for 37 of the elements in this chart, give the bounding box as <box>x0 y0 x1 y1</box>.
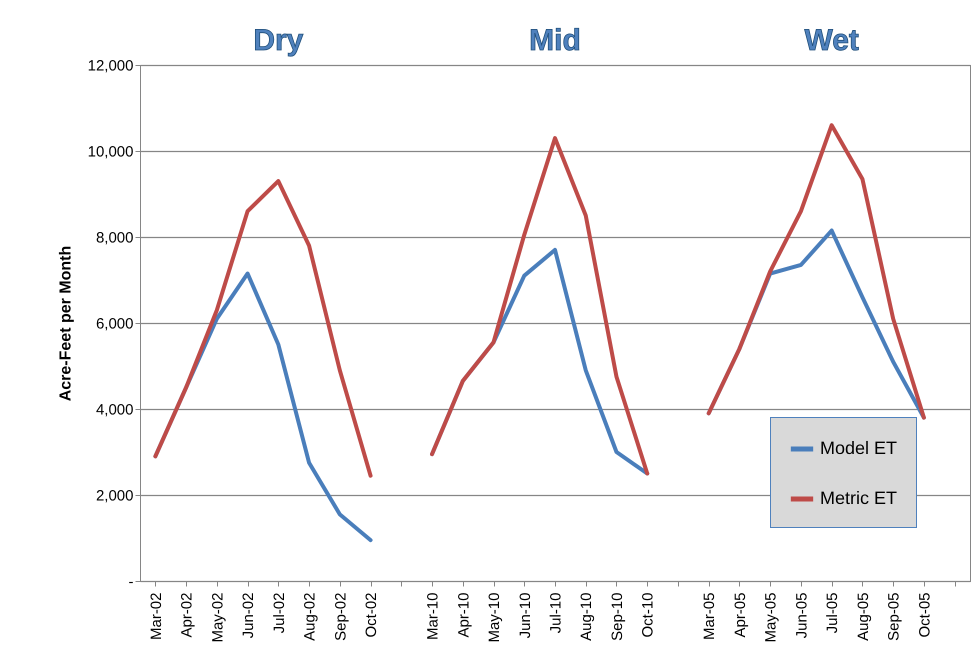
text: Wet <box>804 24 859 57</box>
x-tick-label: Jun-02 <box>240 592 258 638</box>
y-tick-label: 6,000 <box>96 316 134 332</box>
legend-label: Model ET <box>820 438 898 458</box>
y-tick-label: 8,000 <box>96 230 134 246</box>
text: Mid <box>529 24 581 57</box>
y-tick-label: 4,000 <box>96 402 134 418</box>
x-tick-label: Jul-05 <box>824 592 842 634</box>
x-tick-label: Sep-05 <box>886 592 903 641</box>
x-tick-label: Oct-05 <box>916 592 934 638</box>
x-tick-label: Apr-02 <box>178 592 196 638</box>
y-tick-label: 12,000 <box>88 58 134 74</box>
x-tick-label: Apr-05 <box>732 592 749 638</box>
text: Dry <box>253 24 304 57</box>
y-axis-title: Acre-Feet per Month <box>58 246 75 402</box>
x-tick-label: May-02 <box>209 592 226 643</box>
x-tick-label: Jul-10 <box>548 592 564 634</box>
x-tick-label: Sep-02 <box>332 592 350 641</box>
legend-label: Metric ET <box>820 488 898 508</box>
x-tick-label: Jun-05 <box>793 592 810 638</box>
x-tick-label: Aug-05 <box>854 592 872 641</box>
y-tick-label: - <box>128 574 134 590</box>
x-tick-label: Apr-10 <box>455 592 472 638</box>
x-tick-label: Jun-10 <box>516 592 534 638</box>
x-tick-label: May-05 <box>762 592 780 643</box>
x-tick-label: Mar-05 <box>701 592 718 640</box>
y-tick-label: 10,000 <box>88 144 134 160</box>
x-tick-label: Aug-10 <box>578 592 596 641</box>
x-tick-label: Jul-02 <box>270 592 288 634</box>
x-tick-label: Mar-02 <box>148 592 165 640</box>
x-tick-label: Sep-10 <box>608 592 626 641</box>
x-tick-label: Mar-10 <box>424 592 442 640</box>
x-tick-label: Oct-02 <box>363 592 380 638</box>
y-tick-label: 2,000 <box>96 488 134 504</box>
x-tick-label: May-10 <box>486 592 504 643</box>
x-tick-label: Aug-02 <box>302 592 319 641</box>
x-tick-label: Oct-10 <box>640 592 657 638</box>
